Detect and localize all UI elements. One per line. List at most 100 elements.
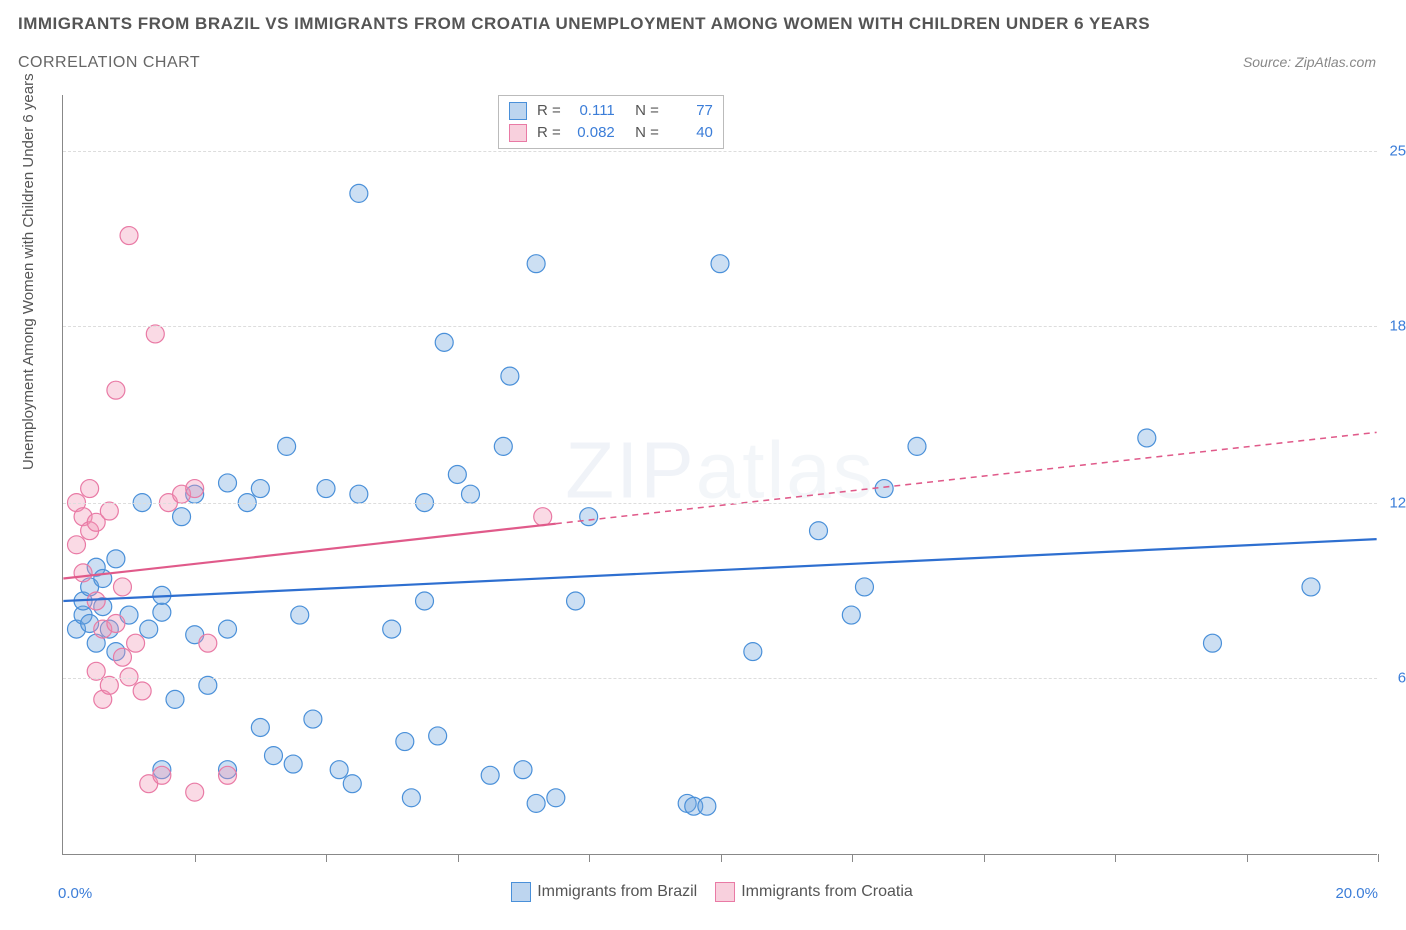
chart-subtitle: CORRELATION CHART bbox=[18, 54, 200, 72]
data-point bbox=[567, 592, 585, 610]
grid-line bbox=[63, 326, 1377, 327]
data-point bbox=[448, 466, 466, 484]
x-tick bbox=[1247, 854, 1248, 862]
plot-area: ZIPatlas R =0.111 N =77R =0.082 N =40 6.… bbox=[62, 95, 1377, 855]
legend-swatch bbox=[509, 102, 527, 120]
data-point bbox=[107, 550, 125, 568]
data-point bbox=[146, 325, 164, 343]
data-point bbox=[534, 508, 552, 526]
x-tick bbox=[1115, 854, 1116, 862]
data-point bbox=[173, 508, 191, 526]
data-point bbox=[527, 255, 545, 273]
data-point bbox=[810, 522, 828, 540]
data-point bbox=[547, 789, 565, 807]
data-point bbox=[153, 603, 171, 621]
data-point bbox=[107, 615, 125, 633]
data-point bbox=[87, 592, 105, 610]
data-point bbox=[219, 620, 237, 638]
chart-container: IMMIGRANTS FROM BRAZIL VS IMMIGRANTS FRO… bbox=[0, 0, 1406, 930]
data-point bbox=[330, 761, 348, 779]
data-point bbox=[501, 367, 519, 385]
x-tick bbox=[589, 854, 590, 862]
r-value: 0.082 bbox=[567, 122, 615, 144]
correlation-stats-box: R =0.111 N =77R =0.082 N =40 bbox=[498, 95, 724, 149]
data-point bbox=[68, 536, 86, 554]
data-point bbox=[350, 184, 368, 202]
data-point bbox=[113, 578, 131, 596]
data-point bbox=[350, 485, 368, 503]
x-tick bbox=[852, 854, 853, 862]
n-label: N = bbox=[635, 100, 659, 122]
data-point bbox=[199, 676, 217, 694]
data-point bbox=[698, 797, 716, 815]
data-point bbox=[251, 480, 269, 498]
y-axis-label: Unemployment Among Women with Children U… bbox=[20, 73, 37, 470]
data-point bbox=[744, 643, 762, 661]
data-point bbox=[494, 437, 512, 455]
data-point bbox=[153, 766, 171, 784]
data-point bbox=[416, 592, 434, 610]
legend-swatch bbox=[511, 882, 531, 902]
n-label: N = bbox=[635, 122, 659, 144]
data-point bbox=[186, 480, 204, 498]
data-point bbox=[1302, 578, 1320, 596]
r-label: R = bbox=[537, 122, 561, 144]
data-point bbox=[317, 480, 335, 498]
data-point bbox=[481, 766, 499, 784]
y-tick-label: 12.5% bbox=[1382, 495, 1406, 512]
n-value: 77 bbox=[665, 100, 713, 122]
x-tick bbox=[984, 854, 985, 862]
y-tick-label: 18.8% bbox=[1382, 317, 1406, 334]
data-point bbox=[304, 710, 322, 728]
data-point bbox=[251, 719, 269, 737]
data-point bbox=[291, 606, 309, 624]
legend-swatch bbox=[509, 124, 527, 142]
data-point bbox=[166, 690, 184, 708]
data-point bbox=[100, 502, 118, 520]
data-point bbox=[429, 727, 447, 745]
data-point bbox=[278, 437, 296, 455]
data-point bbox=[186, 783, 204, 801]
source-attribution: Source: ZipAtlas.com bbox=[1243, 54, 1376, 70]
stats-row: R =0.082 N =40 bbox=[509, 122, 713, 144]
data-point bbox=[383, 620, 401, 638]
data-point bbox=[94, 570, 112, 588]
data-point bbox=[527, 794, 545, 812]
data-point bbox=[396, 733, 414, 751]
r-value: 0.111 bbox=[567, 100, 615, 122]
grid-line bbox=[63, 678, 1377, 679]
data-point bbox=[580, 508, 598, 526]
trend-line-dashed bbox=[556, 432, 1377, 523]
x-tick bbox=[1378, 854, 1379, 862]
data-point bbox=[140, 620, 158, 638]
data-point bbox=[1138, 429, 1156, 447]
r-label: R = bbox=[537, 100, 561, 122]
bottom-legend: Immigrants from Brazil Immigrants from Cr… bbox=[0, 882, 1406, 902]
data-point bbox=[100, 676, 118, 694]
trend-line bbox=[63, 524, 555, 579]
y-tick-label: 6.3% bbox=[1382, 669, 1406, 686]
data-point bbox=[1203, 634, 1221, 652]
data-point bbox=[343, 775, 361, 793]
y-tick-label: 25.0% bbox=[1382, 143, 1406, 160]
stats-row: R = 0.111 N = 77 bbox=[509, 100, 713, 122]
data-point bbox=[435, 333, 453, 351]
x-tick bbox=[326, 854, 327, 862]
data-point bbox=[74, 564, 92, 582]
data-point bbox=[219, 474, 237, 492]
legend-swatch bbox=[715, 882, 735, 902]
data-point bbox=[113, 648, 131, 666]
data-point bbox=[711, 255, 729, 273]
data-point bbox=[265, 747, 283, 765]
legend-label: Immigrants from Croatia bbox=[741, 883, 913, 900]
data-point bbox=[908, 437, 926, 455]
data-point bbox=[133, 682, 151, 700]
legend-label: Immigrants from Brazil bbox=[537, 883, 697, 900]
grid-line bbox=[63, 151, 1377, 152]
data-point bbox=[842, 606, 860, 624]
data-point bbox=[461, 485, 479, 503]
grid-line bbox=[63, 503, 1377, 504]
data-point bbox=[107, 381, 125, 399]
data-point bbox=[120, 227, 138, 245]
data-point bbox=[219, 766, 237, 784]
